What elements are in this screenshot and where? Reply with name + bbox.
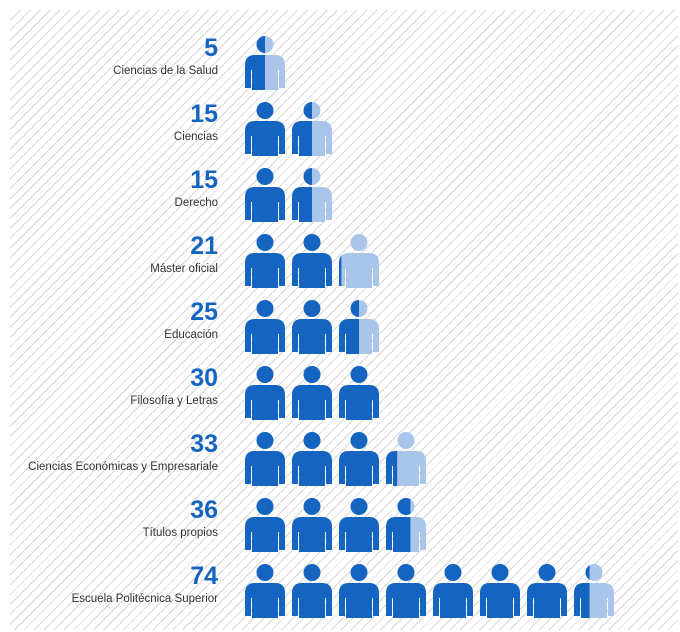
- category-label: Ciencias Económicas y Empresariale: [28, 461, 218, 473]
- category-row: 25 Educación: [10, 296, 678, 362]
- category-label: Derecho: [174, 197, 218, 209]
- person-icon-fill: [292, 168, 312, 222]
- person-icon: [245, 234, 285, 288]
- person-icon-fill: [339, 432, 379, 486]
- person-icon: [339, 498, 379, 552]
- person-icon: [480, 564, 520, 618]
- value-label: 36: [190, 496, 218, 524]
- person-icon-fill: [339, 564, 379, 618]
- person-icon: [339, 234, 379, 288]
- person-icon: [245, 432, 285, 486]
- person-icon-fill: [339, 255, 342, 286]
- person-icon-fill: [386, 451, 398, 486]
- value-label: 74: [190, 562, 218, 590]
- person-icon: [527, 564, 567, 618]
- person-icon-fill: [292, 366, 332, 420]
- person-icon: [245, 300, 285, 354]
- person-icon: [245, 102, 285, 156]
- person-icon: [292, 234, 332, 288]
- person-icon-fill: [245, 366, 285, 420]
- person-icon: [292, 432, 332, 486]
- person-icon: [386, 498, 426, 552]
- person-icon-fill: [292, 432, 332, 486]
- person-icon-fill: [292, 102, 312, 156]
- person-icon-fill: [292, 564, 332, 618]
- value-label: 21: [190, 232, 218, 260]
- person-icon: [292, 366, 332, 420]
- person-icon: [339, 366, 379, 420]
- category-row: 21 Máster oficial: [10, 230, 678, 296]
- person-icon-fill: [245, 36, 265, 90]
- person-icon-fill: [245, 432, 285, 486]
- category-label: Ciencias de la Salud: [113, 65, 218, 77]
- person-icon-fill: [292, 300, 332, 354]
- person-icon-fill: [339, 366, 379, 420]
- person-icon: [339, 564, 379, 618]
- category-label: Educación: [164, 329, 218, 341]
- person-icon-fill: [339, 300, 359, 354]
- value-label: 15: [190, 166, 218, 194]
- person-icon-fill: [245, 300, 285, 354]
- person-icon: [245, 564, 285, 618]
- person-icon-fill: [339, 498, 379, 552]
- person-icon: [339, 432, 379, 486]
- person-icon-fill: [245, 564, 285, 618]
- category-row: 33 Ciencias Económicas y Empresariale: [10, 428, 678, 494]
- person-icon: [292, 300, 332, 354]
- value-label: 33: [190, 430, 218, 458]
- person-icon-fill: [527, 564, 567, 618]
- category-row: 74 Escuela Politécnica Superior: [10, 560, 678, 626]
- person-icon-fill: [292, 498, 332, 552]
- person-icon-fill: [574, 565, 590, 618]
- value-label: 15: [190, 100, 218, 128]
- category-row: 36 Títulos propios: [10, 494, 678, 560]
- category-label: Escuela Politécnica Superior: [71, 593, 218, 605]
- person-icon: [292, 168, 332, 222]
- person-icon: [386, 432, 426, 486]
- person-icon-fill: [245, 234, 285, 288]
- person-icon: [292, 102, 332, 156]
- person-icon-fill: [245, 168, 285, 222]
- category-row: 30 Filosofía y Letras: [10, 362, 678, 428]
- category-label: Títulos propios: [142, 527, 218, 539]
- person-icon: [433, 564, 473, 618]
- person-icon-fill: [480, 564, 520, 618]
- person-icon-remainder: [339, 234, 379, 288]
- category-row: 5 Ciencias de la Salud: [10, 32, 678, 98]
- person-icon-fill: [292, 234, 332, 288]
- person-icon-fill: [245, 498, 285, 552]
- person-icon: [339, 300, 379, 354]
- person-icon: [245, 168, 285, 222]
- person-icon-fill: [386, 498, 411, 552]
- value-label: 25: [190, 298, 218, 326]
- person-icon-fill: [386, 564, 426, 618]
- person-icon: [245, 36, 285, 90]
- person-icon: [574, 564, 614, 618]
- person-icon: [292, 564, 332, 618]
- person-icon: [386, 564, 426, 618]
- category-row: 15 Ciencias: [10, 98, 678, 164]
- value-label: 30: [190, 364, 218, 392]
- person-icon: [245, 366, 285, 420]
- category-label: Máster oficial: [150, 263, 218, 275]
- person-icon: [292, 498, 332, 552]
- person-icon-fill: [433, 564, 473, 618]
- category-label: Ciencias: [173, 131, 218, 143]
- category-row: 15 Derecho: [10, 164, 678, 230]
- person-icon-fill: [245, 102, 285, 156]
- value-label: 5: [204, 34, 218, 62]
- person-icon: [245, 498, 285, 552]
- category-label: Filosofía y Letras: [130, 395, 218, 407]
- chart-panel: 5 Ciencias de la Salud 15 Ciencias 15 Derecho…: [10, 10, 678, 630]
